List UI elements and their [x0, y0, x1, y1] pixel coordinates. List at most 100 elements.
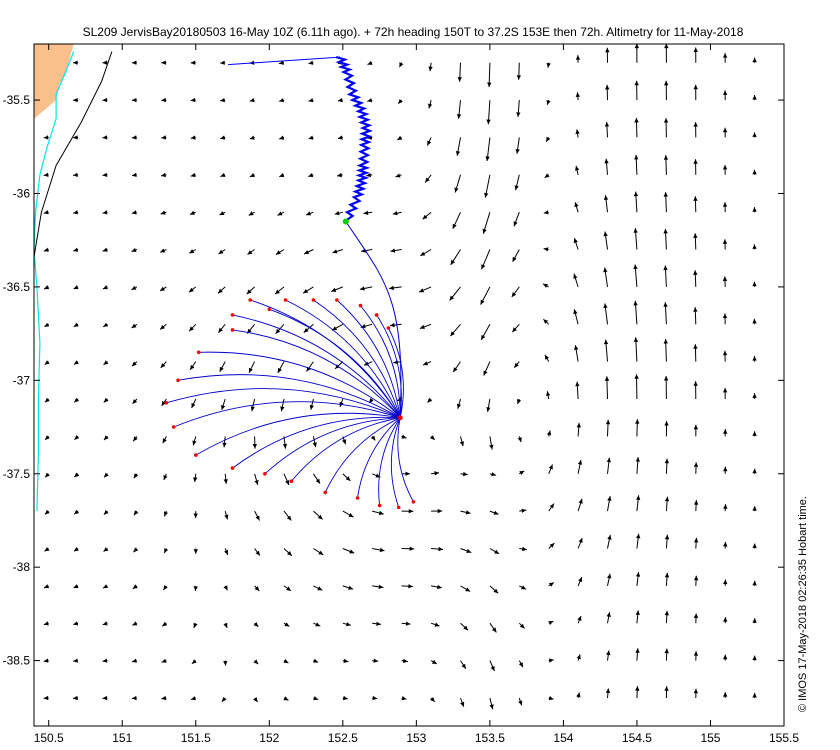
current-vector [542, 283, 549, 288]
current-vector [161, 135, 167, 140]
current-vector [752, 393, 757, 400]
current-vector [223, 660, 228, 666]
current-vector [723, 429, 728, 437]
forecast-endpoint [289, 479, 294, 484]
current-vector [401, 434, 407, 439]
current-vector [313, 696, 319, 701]
current-vector [519, 546, 527, 552]
current-vector [575, 55, 581, 63]
current-vector [389, 322, 402, 328]
current-vector [43, 135, 49, 140]
current-vector [334, 211, 343, 216]
current-vector [663, 265, 668, 287]
current-vector [252, 436, 257, 449]
glider-track [335, 56, 373, 221]
current-vector [73, 172, 79, 177]
forecast-path [313, 299, 401, 418]
current-vector [159, 323, 167, 330]
current-vector [577, 537, 583, 549]
current-vector [693, 500, 699, 512]
current-vector [253, 622, 259, 628]
current-vector [162, 436, 167, 444]
current-vector [102, 210, 108, 215]
current-vector [480, 324, 491, 341]
current-vector [636, 495, 641, 512]
current-vector [548, 620, 554, 625]
current-vector [372, 510, 384, 515]
current-vector [431, 584, 442, 590]
current-vector [73, 360, 79, 365]
current-vector [430, 622, 440, 627]
forecast-path [198, 351, 401, 419]
current-vector [102, 97, 108, 103]
current-vector [308, 98, 314, 103]
forecast-paths-layer [164, 221, 416, 510]
current-vector [44, 472, 50, 478]
current-vector [664, 80, 669, 101]
forecast-endpoint [323, 490, 328, 495]
current-vector [219, 211, 226, 216]
current-vector [636, 533, 641, 549]
current-vector [282, 436, 288, 449]
current-vector [103, 547, 109, 552]
current-vector [223, 585, 228, 591]
y-tick-label: -37 [13, 373, 31, 387]
current-vector [577, 459, 583, 474]
x-tick-label: 150.5 [34, 731, 64, 745]
current-vector [422, 211, 432, 220]
current-vector [449, 286, 461, 301]
current-vector [693, 613, 699, 624]
current-vector [633, 300, 638, 325]
current-vector [603, 195, 609, 213]
current-vector [132, 584, 138, 590]
current-vector [573, 237, 579, 250]
current-vector [752, 132, 757, 138]
current-vector [486, 398, 491, 412]
forecast-path [285, 299, 401, 418]
current-vector [752, 506, 757, 512]
current-vector [548, 464, 553, 474]
isobath-deep [34, 51, 113, 258]
current-vector [366, 172, 373, 178]
current-vector [606, 612, 611, 624]
current-vector [460, 548, 472, 553]
current-vector [603, 339, 609, 362]
current-vector [103, 472, 109, 478]
current-vector [693, 651, 699, 661]
current-vector [577, 576, 583, 587]
current-vector [575, 129, 580, 138]
current-vector [664, 534, 670, 549]
forecast-path [397, 417, 414, 503]
current-vector [162, 585, 168, 591]
forecast-endpoint [230, 328, 235, 332]
current-vector [342, 658, 349, 663]
current-vector [131, 60, 137, 65]
current-vector [664, 686, 669, 699]
current-vector [516, 100, 521, 117]
current-vector [133, 473, 139, 479]
current-vector [279, 135, 285, 140]
forecast-path [376, 314, 402, 418]
current-vector [429, 435, 436, 441]
current-vector [217, 286, 226, 294]
current-vector [372, 695, 378, 701]
current-vector [220, 98, 226, 103]
current-vector [390, 248, 402, 253]
current-vector [163, 473, 168, 481]
current-vector [283, 548, 293, 557]
current-vector [103, 360, 109, 366]
current-vector [249, 98, 255, 103]
current-vector [489, 585, 499, 594]
current-vector [752, 57, 757, 63]
current-vector [752, 580, 757, 586]
current-vector [543, 318, 550, 325]
current-vector [283, 696, 289, 701]
x-tick-label: 151.5 [181, 731, 211, 745]
current-vector [246, 286, 255, 295]
current-vector [220, 172, 226, 177]
current-vector [489, 660, 495, 672]
current-vector [254, 473, 259, 486]
current-vector [218, 323, 226, 334]
current-vector [514, 174, 520, 191]
current-vector [159, 286, 167, 292]
